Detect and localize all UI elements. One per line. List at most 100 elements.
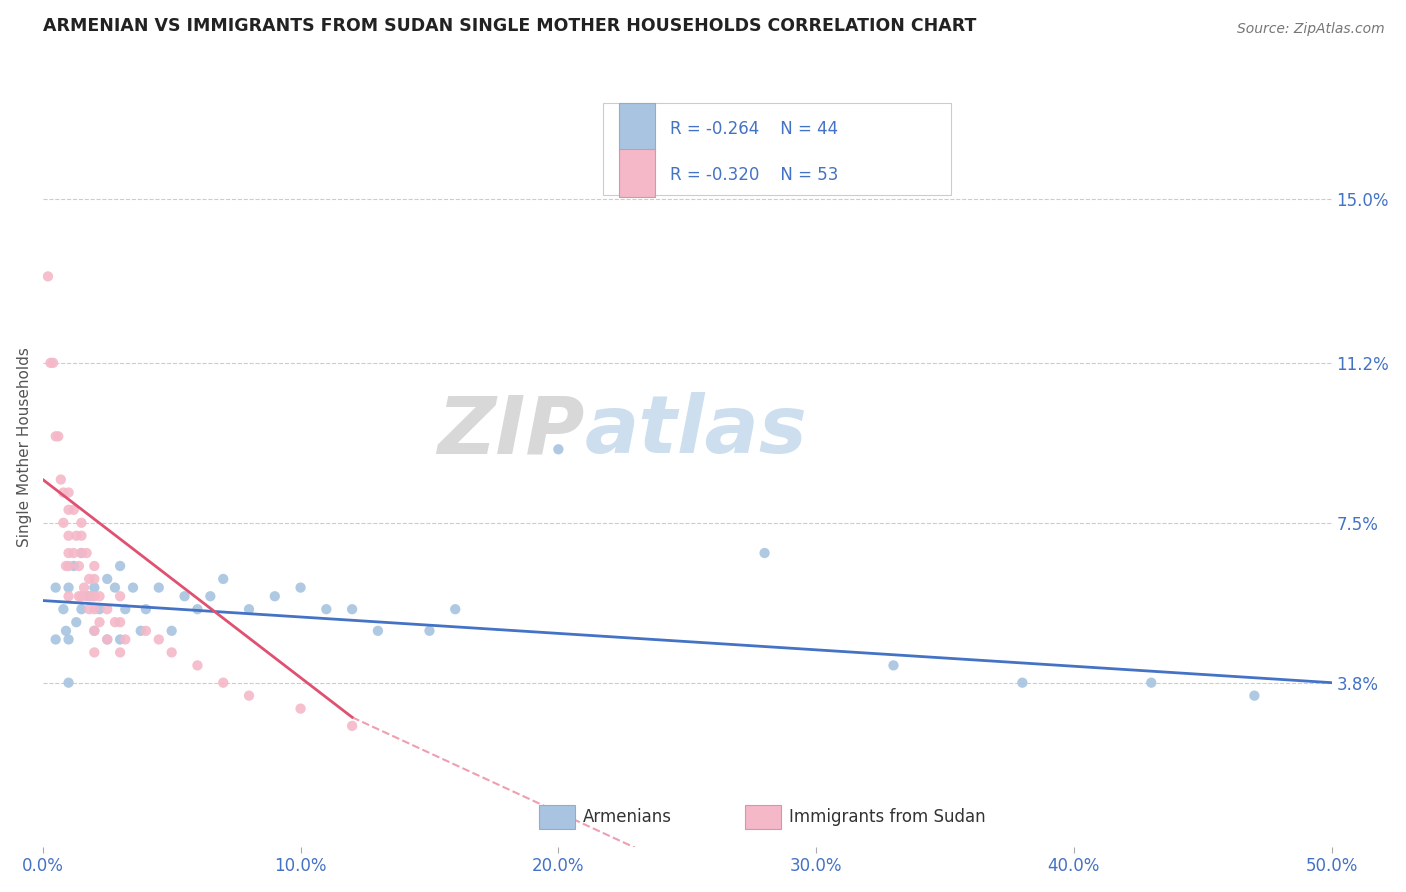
Text: R = -0.320    N = 53: R = -0.320 N = 53 (671, 166, 839, 184)
Point (70, 589, 93, 603)
Point (62, 559, 84, 574)
Point (444, 602, 467, 616)
Point (80, 589, 103, 603)
Text: Source: ZipAtlas.com: Source: ZipAtlas.com (1237, 22, 1385, 37)
Point (89, 602, 111, 616)
Point (83, 559, 105, 574)
Point (290, 701, 312, 715)
Point (62, 503, 84, 517)
Point (1243, 689, 1265, 703)
Point (315, 602, 337, 616)
Point (160, 624, 183, 638)
FancyBboxPatch shape (603, 103, 952, 195)
Text: Armenians: Armenians (583, 808, 672, 826)
Point (340, 602, 363, 616)
Point (96, 632, 118, 647)
Point (45, 429, 67, 443)
Point (263, 589, 285, 603)
Point (108, 632, 131, 647)
Point (55, 559, 77, 574)
Point (104, 581, 127, 595)
Point (39, 356, 62, 370)
Point (290, 581, 312, 595)
Point (135, 624, 157, 638)
Point (1140, 675, 1163, 690)
Point (200, 589, 222, 603)
Point (96, 572, 118, 586)
Point (65, 529, 87, 543)
Point (67, 589, 90, 603)
Point (52, 516, 75, 530)
Bar (745, 805, 782, 830)
Point (104, 615, 127, 629)
Text: atlas: atlas (583, 392, 807, 470)
Point (340, 719, 363, 733)
Point (70, 516, 93, 530)
Point (129, 624, 152, 638)
Point (122, 581, 145, 595)
Point (45, 632, 67, 647)
Point (108, 645, 131, 659)
Point (52, 485, 75, 500)
Point (83, 624, 105, 638)
Point (37, 269, 59, 284)
Point (547, 442, 569, 457)
Text: Immigrants from Sudan: Immigrants from Sudan (789, 808, 986, 826)
Text: ZIP: ZIP (437, 392, 583, 470)
Point (160, 645, 183, 659)
Point (882, 658, 904, 673)
Point (89, 589, 111, 603)
Y-axis label: Single Mother Households: Single Mother Households (17, 347, 32, 547)
Point (76, 589, 98, 603)
Point (83, 572, 105, 586)
Point (83, 581, 105, 595)
Point (212, 675, 235, 690)
Point (96, 632, 118, 647)
Point (148, 632, 170, 647)
Point (73, 581, 96, 595)
Point (58, 529, 80, 543)
Point (58, 503, 80, 517)
Point (1011, 675, 1033, 690)
Point (58, 589, 80, 603)
Point (58, 559, 80, 574)
Point (52, 602, 75, 616)
Point (83, 602, 105, 616)
Point (58, 581, 80, 595)
Point (96, 602, 118, 616)
Point (70, 529, 93, 543)
Point (70, 546, 93, 560)
Point (83, 645, 105, 659)
Point (77, 589, 100, 603)
Text: R = -0.264    N = 44: R = -0.264 N = 44 (671, 120, 838, 138)
Point (108, 589, 131, 603)
Point (58, 632, 80, 647)
Point (77, 572, 100, 586)
Point (42, 356, 65, 370)
Point (83, 624, 105, 638)
Point (186, 658, 208, 673)
Point (65, 615, 87, 629)
Bar (538, 805, 575, 830)
Point (58, 675, 80, 690)
Point (46, 429, 69, 443)
Point (367, 624, 389, 638)
Bar (619, 103, 655, 151)
Point (135, 602, 157, 616)
Text: ARMENIAN VS IMMIGRANTS FROM SUDAN SINGLE MOTHER HOUSEHOLDS CORRELATION CHART: ARMENIAN VS IMMIGRANTS FROM SUDAN SINGLE… (42, 17, 976, 35)
Point (67, 559, 90, 574)
Point (70, 546, 93, 560)
Point (238, 602, 260, 616)
Point (76, 546, 98, 560)
Point (58, 546, 80, 560)
Bar (619, 149, 655, 196)
Point (83, 589, 105, 603)
Point (77, 602, 100, 616)
Point (148, 581, 170, 595)
Point (212, 572, 235, 586)
Point (45, 581, 67, 595)
Point (238, 689, 260, 703)
Point (62, 546, 84, 560)
Point (173, 589, 195, 603)
Point (754, 546, 776, 560)
